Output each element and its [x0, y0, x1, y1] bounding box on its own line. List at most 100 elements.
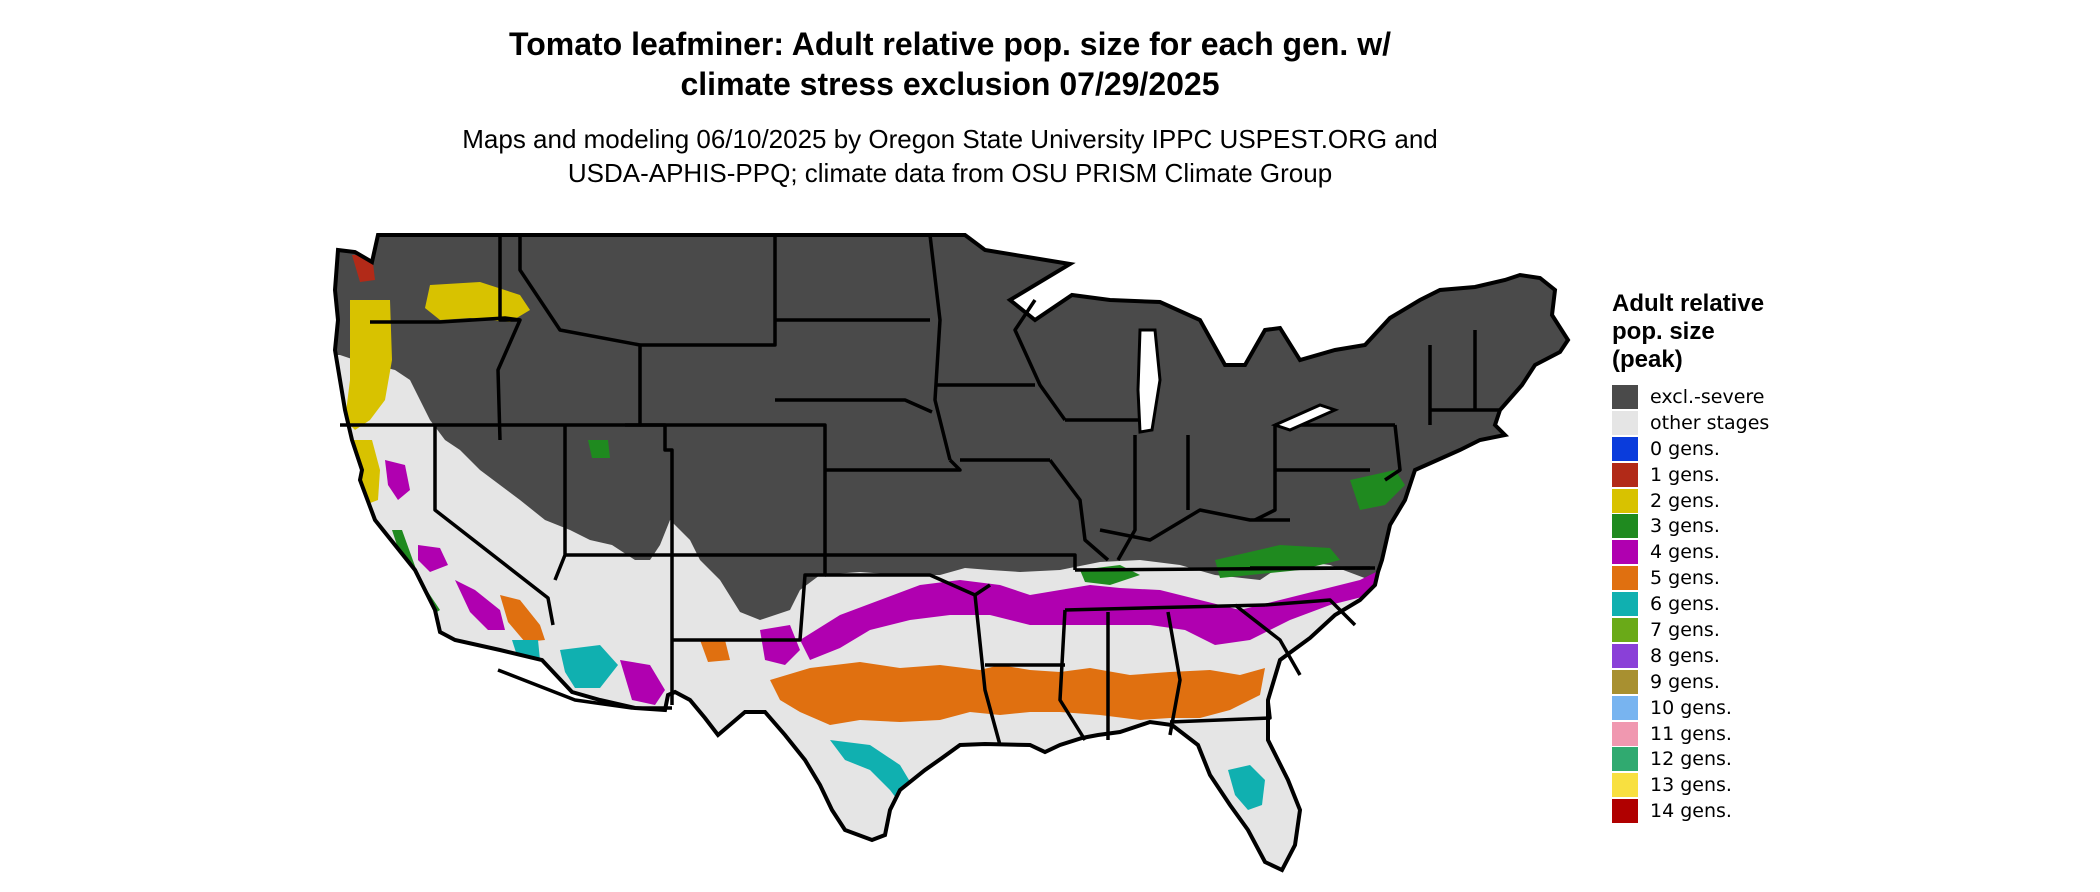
legend-item: 12 gens. — [1612, 746, 1912, 772]
legend-swatch — [1612, 617, 1638, 642]
legend-title-line: Adult relative — [1612, 290, 1765, 317]
title-line-1: Tomato leafminer: Adult relative pop. si… — [509, 26, 1391, 62]
gen5-band-gulf — [770, 662, 1265, 725]
gen4-band-south — [800, 570, 1380, 660]
lake-erie — [1270, 403, 1340, 432]
gen4-band-calif-2 — [418, 545, 448, 572]
legend-label: 7 gens. — [1650, 618, 1720, 641]
state-line-il-in — [1116, 435, 1137, 561]
legend-item: 2 gens. — [1612, 488, 1912, 514]
state-line-ky-north — [1099, 508, 1290, 542]
legend-item: 6 gens. — [1612, 591, 1912, 617]
legend-item: excl.-severe — [1612, 384, 1912, 410]
legend-label: other stages — [1650, 411, 1770, 434]
legend-swatch — [1612, 462, 1638, 487]
legend-swatch — [1612, 799, 1638, 824]
legend-swatch — [1612, 410, 1638, 435]
state-line-ca-nv — [433, 425, 555, 626]
subtitle-line-1: Maps and modeling 06/10/2025 by Oregon S… — [462, 124, 1438, 154]
gen4-band-nm — [760, 625, 800, 665]
legend-swatch — [1612, 566, 1638, 591]
legend-item: 10 gens. — [1612, 695, 1912, 721]
legend-label: 11 gens. — [1650, 722, 1732, 745]
subtitle-line-2: USDA-APHIS-PPQ; climate data from OSU PR… — [567, 158, 1333, 188]
legend-item: 9 gens. — [1612, 669, 1912, 695]
gen3-band-midatlantic — [1350, 470, 1405, 510]
legend-label: excl.-severe — [1650, 385, 1765, 408]
state-line-idaho-west — [496, 235, 522, 441]
legend-swatch — [1612, 384, 1638, 409]
gen5-band-nm — [700, 640, 730, 662]
state-line-il-mo — [1048, 458, 1110, 562]
legend-label: 8 gens. — [1650, 644, 1720, 667]
map-title: Tomato leafminer: Adult relative pop. si… — [0, 24, 1900, 104]
gen4-band-az-east — [620, 660, 665, 705]
legend-swatch — [1612, 592, 1638, 617]
legend-label: 6 gens. — [1650, 593, 1720, 616]
state-line-oh-pa — [1254, 425, 1277, 522]
legend-items: excl.-severe other stages 0 gens. 1 gens. 2 … — [1612, 384, 1912, 824]
legend-swatch — [1612, 721, 1638, 746]
state-line-nc-sc — [1264, 598, 1357, 627]
legend-label: 5 gens. — [1650, 567, 1720, 590]
legend-swatch — [1612, 488, 1638, 513]
legend-item: 3 gens. — [1612, 513, 1912, 539]
legend-label: 12 gens. — [1650, 748, 1732, 771]
lake-michigan — [1136, 328, 1162, 434]
state-line-id-mt — [518, 235, 641, 347]
state-line-ny-nj — [1384, 424, 1402, 482]
state-line-al-ga — [1166, 611, 1182, 736]
state-line-mn-wi — [1013, 299, 1067, 422]
legend-item: 14 gens. — [1612, 798, 1912, 824]
legend-label: 2 gens. — [1650, 489, 1720, 512]
legend-label: 4 gens. — [1650, 541, 1720, 564]
legend-label: 1 gens. — [1650, 463, 1720, 486]
state-line-wy-co — [625, 423, 827, 450]
legend-item: 7 gens. — [1612, 617, 1912, 643]
legend-item: other stages — [1612, 410, 1912, 436]
legend-swatch — [1612, 747, 1638, 772]
gen4-band-socal — [455, 580, 505, 630]
legend-title: Adult relative pop. size (peak) — [1612, 290, 1912, 374]
legend-title-line: pop. size — [1612, 318, 1715, 345]
legend-swatch — [1612, 436, 1638, 461]
legend-swatch — [1612, 773, 1638, 798]
gen4-band-calif — [385, 460, 410, 500]
state-line-sd-ne — [775, 398, 933, 414]
state-line-ga-sc — [1233, 603, 1302, 676]
gen6-band-texas — [830, 740, 915, 810]
legend-swatch — [1612, 643, 1638, 668]
gen5-band-socal — [500, 595, 545, 642]
state-line-ne-ks — [825, 458, 962, 472]
legend-title-line: (peak) — [1612, 346, 1683, 373]
legend-item: 4 gens. — [1612, 539, 1912, 565]
legend-item: 5 gens. — [1612, 565, 1912, 591]
legend-label: 9 gens. — [1650, 670, 1720, 693]
gen2-band-pacific — [345, 300, 392, 430]
legend-swatch — [1612, 540, 1638, 565]
gen2-band-columbia — [425, 282, 530, 322]
state-line-mo-ar — [975, 553, 1077, 570]
legend-item: 1 gens. — [1612, 462, 1912, 488]
state-line-ms-la — [1058, 609, 1087, 741]
title-line-2: climate stress exclusion 07/29/2025 — [680, 66, 1220, 102]
legend-swatch — [1612, 514, 1638, 539]
state-line-nm-tx — [672, 555, 827, 642]
legend-label: 14 gens. — [1650, 800, 1732, 823]
gen6-band-florida — [1228, 765, 1265, 810]
state-line-mt-wy-nd — [640, 235, 777, 347]
state-line-tx-la — [973, 594, 1002, 746]
map-subtitle: Maps and modeling 06/10/2025 by Oregon S… — [0, 122, 1900, 190]
legend-item: 11 gens. — [1612, 721, 1912, 747]
legend-label: 0 gens. — [1650, 437, 1720, 460]
state-line-tn-south — [1064, 603, 1266, 612]
legend-swatch — [1612, 669, 1638, 694]
legend-label: 10 gens. — [1650, 696, 1732, 719]
state-line-nd-mn — [928, 234, 952, 461]
legend: Adult relative pop. size (peak) excl.-se… — [1612, 290, 1912, 824]
gen3-spot-utah — [588, 440, 610, 458]
legend-label: 3 gens. — [1650, 515, 1720, 538]
legend-item: 13 gens. — [1612, 772, 1912, 798]
legend-item: 0 gens. — [1612, 436, 1912, 462]
